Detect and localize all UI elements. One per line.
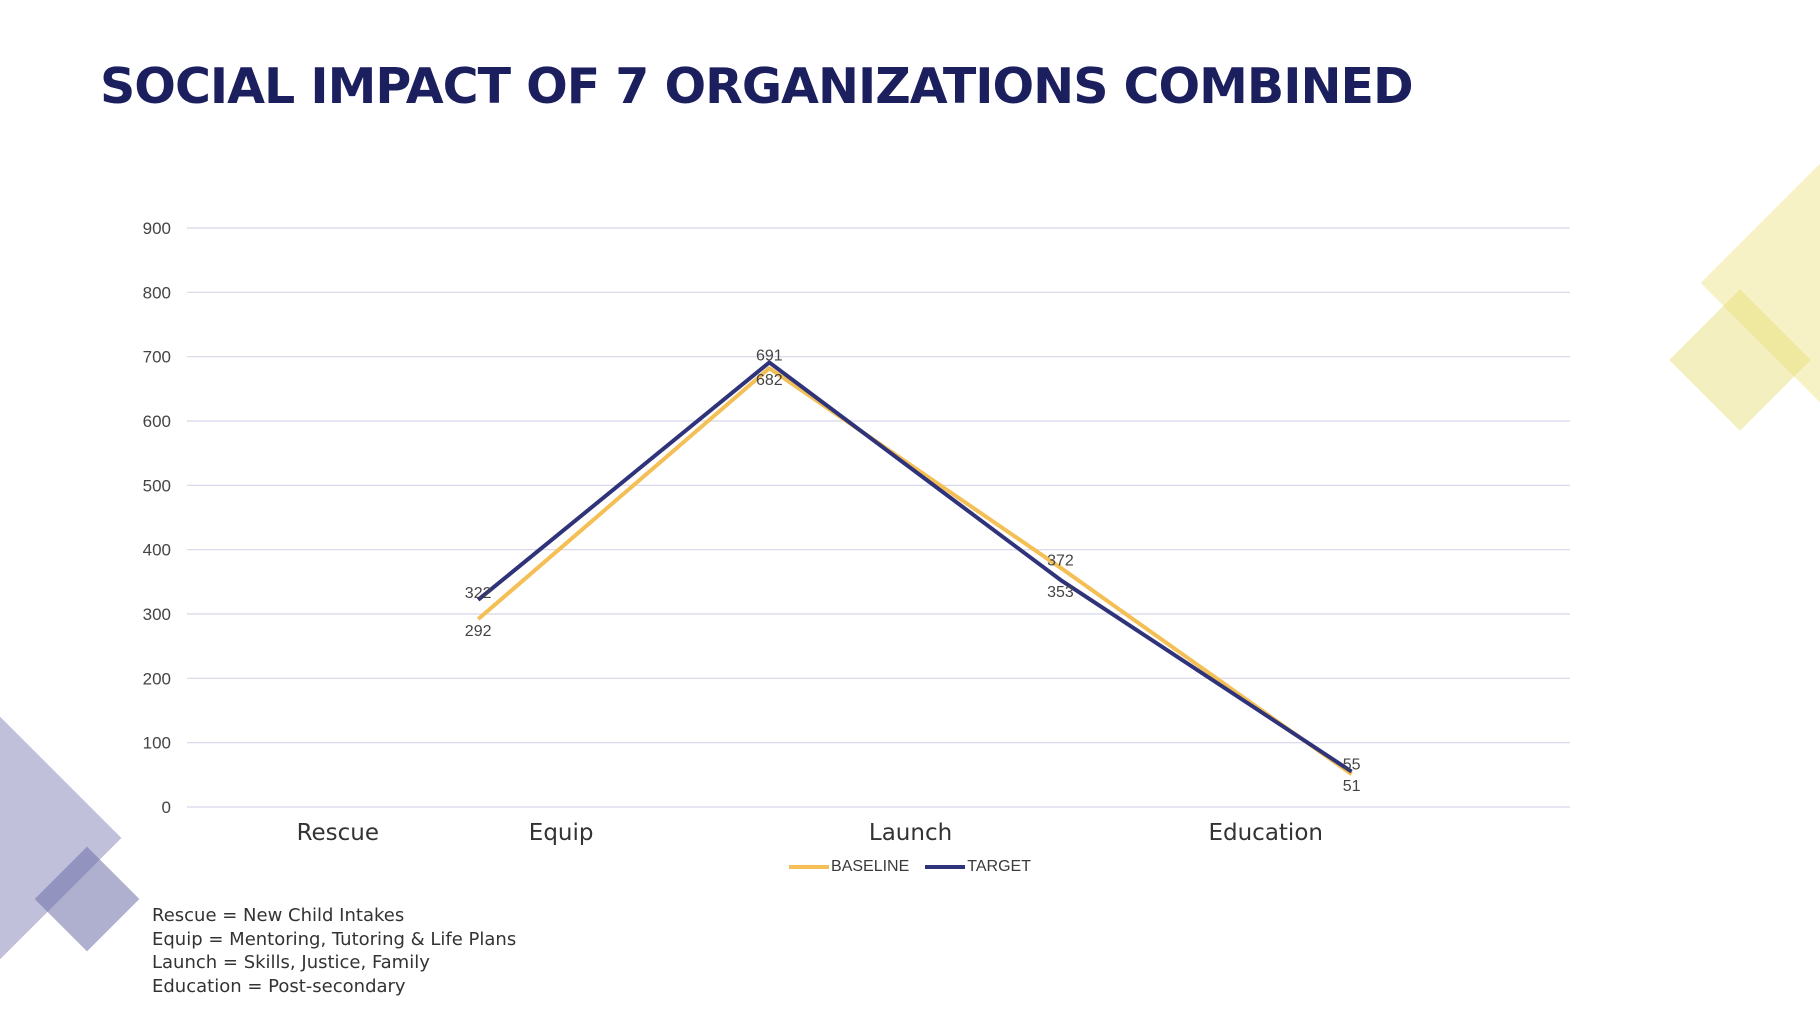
data-label-baseline-education: 51 — [1343, 778, 1361, 795]
x-category-label-rescue: Rescue — [297, 820, 379, 846]
x-category-label-education: Education — [1208, 820, 1323, 846]
legend-label-target: TARGET — [967, 858, 1031, 875]
y-tick-label-200: 200 — [143, 669, 171, 688]
legend-swatch-target — [925, 865, 966, 869]
definition-launch: Launch = Skills, Justice, Family — [152, 952, 430, 973]
category-definitions: Rescue = New Child Intakes Equip = Mento… — [152, 904, 516, 998]
y-tick-label-0: 0 — [162, 798, 171, 817]
data-label-baseline-launch: 372 — [1047, 553, 1074, 570]
legend-item-baseline: BASELINE — [789, 858, 909, 876]
chart-legend: BASELINE TARGET — [0, 858, 1820, 876]
definition-education: Education = Post-secondary — [152, 975, 406, 997]
data-label-target-rescue: 322 — [465, 585, 492, 602]
x-category-label-equip: Equip — [529, 820, 594, 846]
y-tick-label-600: 600 — [143, 412, 171, 431]
legend-swatch-baseline — [789, 865, 830, 869]
definition-rescue: Rescue = New Child Intakes — [152, 905, 405, 926]
data-label-baseline-rescue: 292 — [465, 623, 492, 640]
y-tick-label-400: 400 — [143, 541, 171, 560]
y-tick-label-500: 500 — [143, 476, 171, 495]
x-category-label-launch: Launch — [869, 820, 952, 846]
page-title: SOCIAL IMPACT OF 7 ORGANIZATIONS COMBINE… — [100, 58, 1414, 115]
data-label-baseline-equip: 682 — [756, 372, 783, 389]
y-tick-label-300: 300 — [143, 605, 171, 624]
y-tick-label-700: 700 — [143, 348, 171, 367]
legend-label-baseline: BASELINE — [831, 858, 910, 875]
series-line-baseline — [476, 366, 1353, 776]
definition-equip: Equip = Mentoring, Tutoring & Life Plans — [152, 928, 517, 950]
series-line-target — [476, 360, 1353, 774]
y-tick-label-100: 100 — [143, 734, 171, 753]
data-label-target-education: 55 — [1343, 757, 1361, 774]
data-label-target-launch: 353 — [1047, 584, 1074, 601]
y-tick-label-800: 800 — [143, 283, 171, 302]
legend-item-target: TARGET — [925, 858, 1031, 876]
y-tick-label-900: 900 — [143, 219, 171, 238]
data-label-target-equip: 691 — [756, 347, 783, 364]
